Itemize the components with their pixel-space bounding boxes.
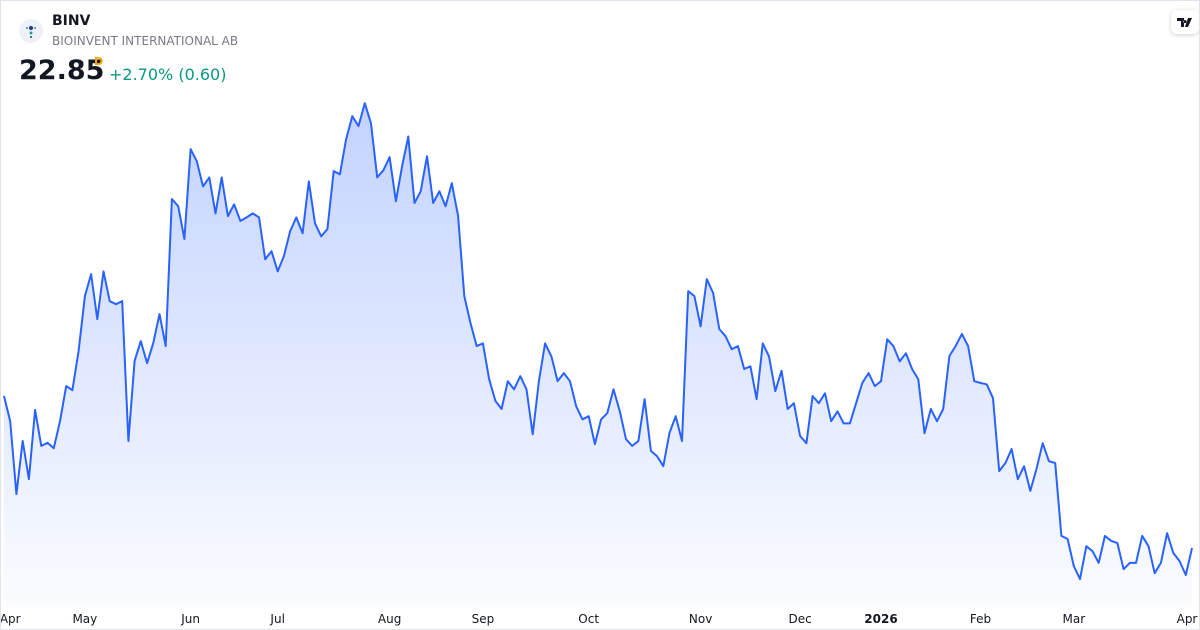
x-tick-label: Nov xyxy=(689,612,712,626)
x-tick-label: Apr xyxy=(1,612,21,626)
x-tick-label: Sep xyxy=(472,612,495,626)
price: 22.85 xyxy=(19,55,105,86)
symbol: BINV xyxy=(52,13,91,29)
x-tick-label: Mar xyxy=(1063,612,1086,626)
x-tick-label: Jun xyxy=(180,612,200,626)
price-line xyxy=(3,102,1193,581)
x-tick-label: Dec xyxy=(789,612,812,626)
x-tick-label: Feb xyxy=(970,612,991,626)
logo-icon xyxy=(26,26,36,38)
logo xyxy=(19,19,43,43)
change: +2.70% (0.60) xyxy=(109,65,227,84)
interval: D xyxy=(94,55,104,68)
tv-logo[interactable] xyxy=(1171,10,1199,34)
area-fill xyxy=(4,103,1192,607)
tv-logo-icon xyxy=(1177,18,1192,27)
company-name: BIOINVENT INTERNATIONAL AB xyxy=(52,34,239,48)
x-tick-label: Jul xyxy=(269,612,284,626)
x-tick-label: Aug xyxy=(378,612,401,626)
x-tick-label: Oct xyxy=(578,612,599,626)
x-tick-label: May xyxy=(72,612,97,626)
x-tick-label: 2026 xyxy=(864,612,897,626)
x-tick-label: Apr xyxy=(1177,612,1198,626)
